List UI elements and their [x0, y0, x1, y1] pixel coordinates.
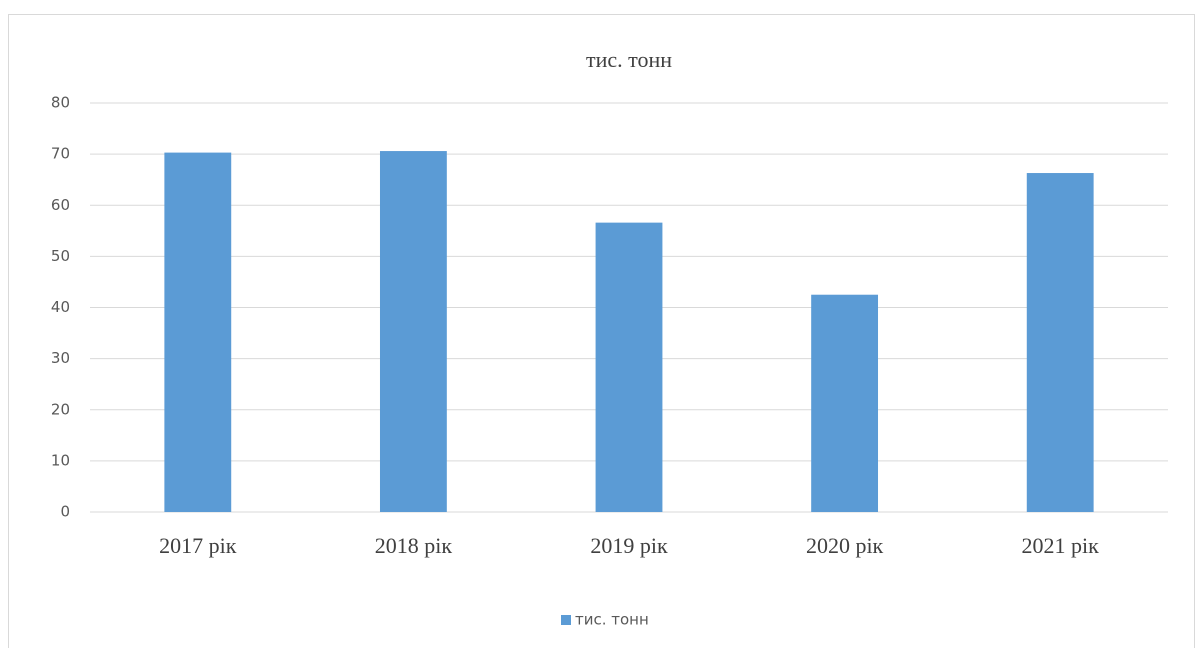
bar	[811, 294, 879, 512]
y-tick-label: 30	[51, 349, 70, 367]
y-tick-label: 40	[51, 298, 70, 316]
bar	[1026, 173, 1094, 512]
x-tick-label: 2020 рік	[806, 533, 884, 558]
bar	[379, 151, 447, 512]
y-tick-label: 80	[51, 94, 70, 112]
x-tick-label: 2021 рік	[1022, 533, 1100, 558]
x-tick-label: 2019 рік	[590, 533, 668, 558]
y-tick-label: 50	[51, 247, 70, 265]
y-tick-label: 60	[51, 196, 70, 214]
x-tick-label: 2017 рік	[159, 533, 237, 558]
y-tick-label: 20	[51, 400, 70, 418]
bar	[595, 222, 663, 512]
chart-title: тис. тонн	[586, 47, 672, 72]
y-tick-label: 70	[51, 145, 70, 163]
legend-swatch	[561, 615, 571, 625]
y-tick-label: 0	[60, 503, 70, 521]
x-tick-label: 2018 рік	[375, 533, 453, 558]
bar	[164, 152, 232, 512]
y-tick-label: 10	[51, 451, 70, 469]
legend-label: тис. тонн	[575, 611, 649, 629]
